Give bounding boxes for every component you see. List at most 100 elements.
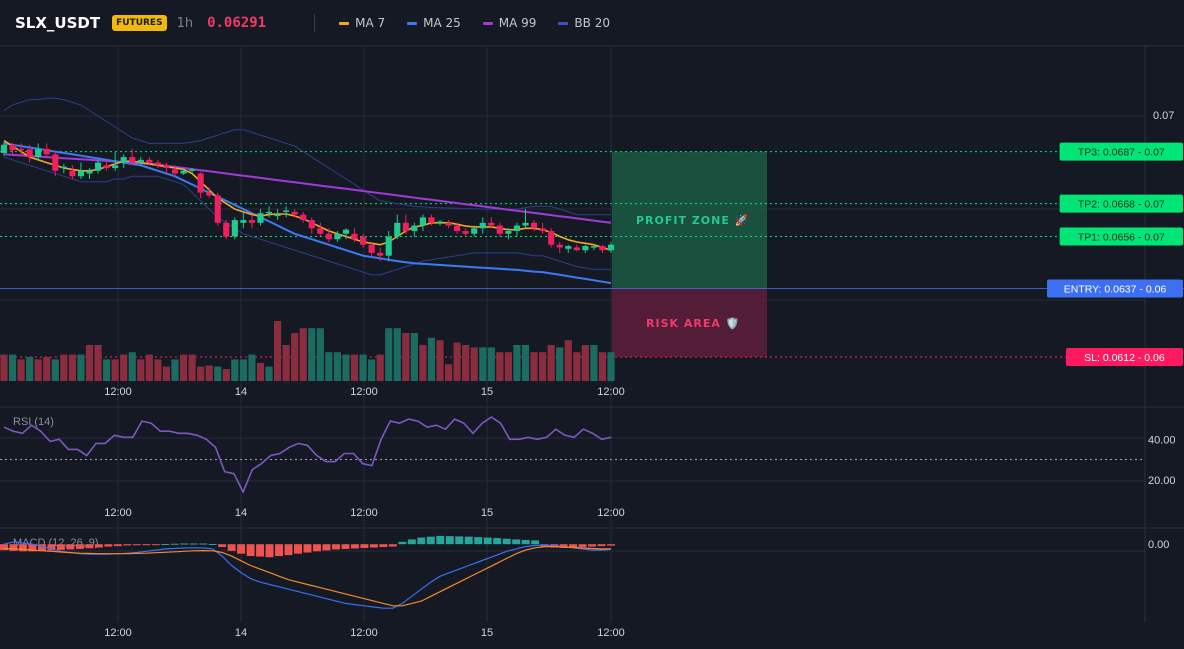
candle-body <box>479 222 486 229</box>
macd-histogram-bar <box>170 543 179 545</box>
volume-bar <box>68 354 76 381</box>
candle-body <box>26 149 33 158</box>
time-tick-label: 12:00 <box>104 507 132 519</box>
macd-histogram-bar <box>313 544 321 552</box>
volume-bar <box>8 354 17 381</box>
volume-bar <box>43 357 51 381</box>
legend-ma25[interactable]: MA 25 <box>407 16 461 30</box>
time-tick-label: 15 <box>481 386 493 398</box>
volume-bar <box>145 354 153 381</box>
candle-body <box>86 170 93 174</box>
candle-body <box>265 211 273 214</box>
candle-body <box>206 192 213 196</box>
macd-histogram-bar <box>66 544 75 550</box>
candle-body <box>454 225 461 232</box>
ma25-line <box>3 142 612 285</box>
volume-bar <box>504 352 512 381</box>
candle-body <box>69 170 76 177</box>
candle-body <box>496 225 503 234</box>
volume-bar <box>299 328 307 381</box>
time-tick-label: 15 <box>481 627 493 639</box>
macd-histogram-bar <box>218 544 227 548</box>
time-tick-label: 14 <box>235 386 247 398</box>
volume-bar <box>368 359 376 381</box>
tp2-tag-label: TP2: 0.0668 - 0.07 <box>1078 199 1165 211</box>
candle-body <box>231 220 238 237</box>
macd-histogram-bar <box>369 544 378 548</box>
volume-bar <box>607 352 615 381</box>
macd-histogram-bar <box>18 544 27 552</box>
timeframe-label[interactable]: 1h <box>176 15 194 31</box>
candle-body <box>539 228 546 232</box>
candle-body <box>257 213 264 223</box>
legend-ma99-label: MA 99 <box>498 16 537 30</box>
volume-bar <box>487 347 495 381</box>
candle-body <box>120 157 127 163</box>
macd-histogram-bar <box>303 544 312 553</box>
legend-ma25-swatch <box>407 21 418 25</box>
volume-bar <box>462 345 470 381</box>
volume-bar <box>359 354 367 381</box>
price-tick-label: 0.07 <box>1153 110 1174 122</box>
volume-bar <box>427 337 436 381</box>
volume-bar <box>17 359 25 381</box>
macd-histogram-bar <box>132 544 141 546</box>
candle-body <box>607 244 615 251</box>
macd-histogram-bar <box>47 544 56 551</box>
volume-bar <box>256 363 265 381</box>
volume-bar <box>573 352 581 381</box>
macd-histogram-bar <box>483 537 492 545</box>
volume-bar <box>205 365 213 381</box>
candle-body <box>129 157 136 163</box>
volume-bar <box>188 354 196 381</box>
legend-bb20[interactable]: BB 20 <box>558 16 610 30</box>
legend-ma99[interactable]: MA 99 <box>482 16 537 30</box>
time-tick-label: 12:00 <box>597 627 625 639</box>
volume-bar <box>385 328 393 381</box>
volume-bar <box>376 354 384 381</box>
macd-histogram-bar <box>208 543 217 545</box>
volume-bar <box>530 352 538 381</box>
chart-header: SLX_USDT FUTURES 1h 0.06291 MA 7 MA 25 M… <box>0 0 1184 46</box>
legend-ma99-swatch <box>482 21 493 25</box>
macd-histogram-bar <box>398 541 407 545</box>
volume-bar <box>214 366 222 381</box>
macd-histogram-bar <box>151 544 160 546</box>
volume-bar <box>248 354 256 381</box>
macd-tick-label: 0.00 <box>1148 539 1169 551</box>
volume-bar <box>34 359 42 381</box>
legend-ma7[interactable]: MA 7 <box>339 16 385 30</box>
candle-body <box>300 214 307 221</box>
volume-bar <box>179 354 188 381</box>
legend-ma7-label: MA 7 <box>355 16 386 30</box>
volume-bar <box>402 333 410 381</box>
macd-histogram-bar <box>464 536 473 545</box>
candle-body <box>573 247 580 251</box>
macd-histogram-bar <box>189 543 198 545</box>
candle-body <box>154 162 161 166</box>
volume-bar <box>436 340 444 381</box>
candle-body <box>9 144 16 151</box>
rsi-tick-label: 20.00 <box>1148 475 1176 487</box>
volume-bar <box>598 352 607 381</box>
sl-tag-label: SL: 0.0612 - 0.06 <box>1084 352 1165 364</box>
volume-bar <box>453 342 461 381</box>
volume-bar <box>316 328 324 381</box>
macd-histogram-bar <box>502 538 511 545</box>
candle-body <box>0 144 8 153</box>
macd-histogram-bar <box>559 544 568 548</box>
macd-histogram-bar <box>445 536 454 545</box>
candle-body <box>351 233 358 240</box>
volume-bar <box>171 359 179 381</box>
volume-bar <box>51 359 59 381</box>
candle-body <box>60 166 67 169</box>
time-tick-label: 12:00 <box>104 386 132 398</box>
time-tick-label: 12:00 <box>350 507 378 519</box>
symbol-label[interactable]: SLX_USDT <box>15 14 101 32</box>
volume-bar <box>308 328 316 381</box>
candle-body <box>180 170 187 174</box>
volume-bar <box>590 345 598 381</box>
macd-histogram-bar <box>512 539 521 545</box>
rsi-title: RSI (14) <box>13 416 54 428</box>
